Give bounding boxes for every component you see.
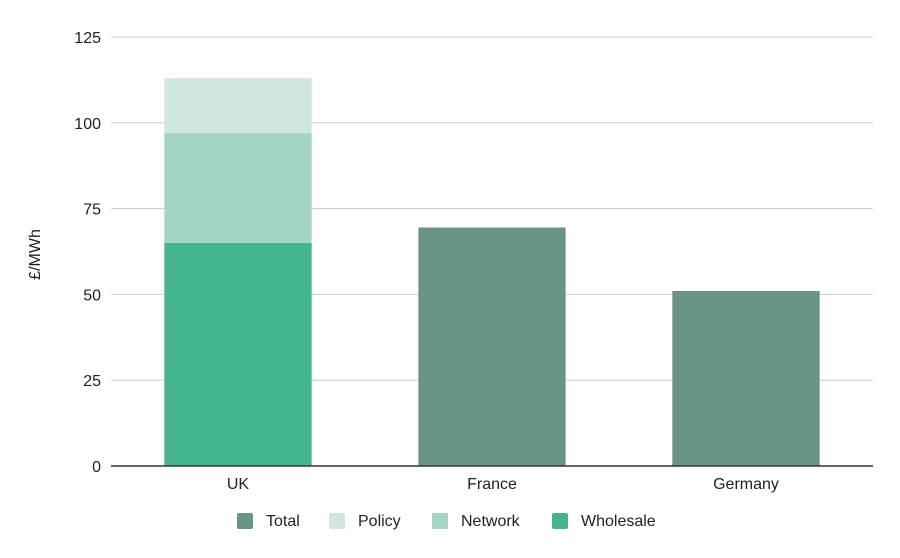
y-tick-label: 50 <box>83 287 101 304</box>
legend-label-wholesale: Wholesale <box>581 513 656 530</box>
legend-label-policy: Policy <box>358 513 401 530</box>
legend-swatch-policy <box>329 513 345 529</box>
y-tick-label: 75 <box>83 202 101 219</box>
bar-france-total <box>418 227 566 466</box>
legend: Total Policy Network Wholesale <box>237 513 656 530</box>
legend-swatch-network <box>432 513 448 529</box>
bar-uk-policy <box>164 78 312 134</box>
x-tick-label-france: France <box>467 476 517 493</box>
bars <box>164 78 820 466</box>
y-tick-label: 0 <box>92 459 101 476</box>
x-axis-ticks: UK France Germany <box>227 476 779 493</box>
y-tick-label: 100 <box>74 116 101 133</box>
x-tick-label-uk: UK <box>227 476 250 493</box>
legend-label-total: Total <box>266 513 300 530</box>
legend-item-network: Network <box>432 513 521 530</box>
bar-germany-total <box>672 290 820 466</box>
legend-swatch-total <box>237 513 253 529</box>
legend-item-policy: Policy <box>329 513 401 530</box>
y-axis-ticks: 0 25 50 75 100 125 <box>74 30 101 476</box>
legend-swatch-wholesale <box>552 513 568 529</box>
y-tick-label: 125 <box>74 30 101 47</box>
x-tick-label-germany: Germany <box>713 476 779 493</box>
y-axis-title: £/MWh <box>27 229 44 280</box>
legend-item-wholesale: Wholesale <box>552 513 656 530</box>
y-tick-label: 25 <box>83 373 101 390</box>
bar-uk-wholesale <box>164 242 312 466</box>
legend-label-network: Network <box>461 513 521 530</box>
bar-uk-network <box>164 133 312 243</box>
legend-item-total: Total <box>237 513 300 530</box>
